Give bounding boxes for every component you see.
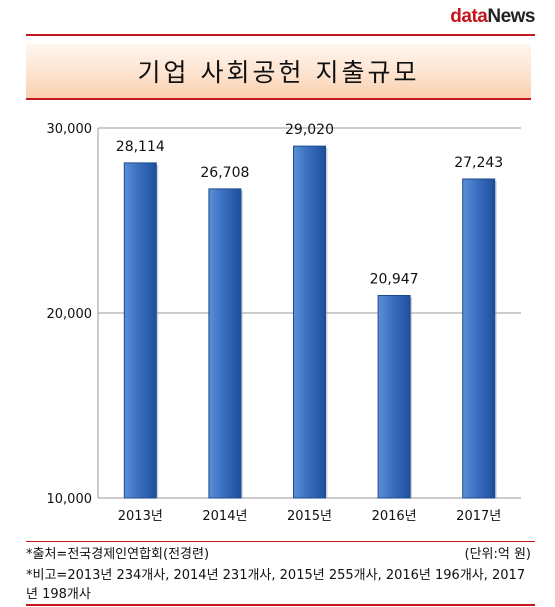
y-tick-label: 30,000 (47, 122, 93, 137)
value-label: 28,114 (116, 139, 165, 155)
footer-divider (26, 541, 535, 542)
bar-2013년 (123, 162, 157, 499)
source-note: *출처=전국경제인연합회(전경련) (26, 547, 210, 562)
bar-2015년 (293, 145, 326, 499)
x-axis-ticks: 2013년 2014년 2015년 2016년 2017년 (118, 509, 501, 524)
y-tick-label: 20,000 (47, 307, 93, 322)
datanews-logo: dataNews (450, 6, 535, 27)
value-label: 29,020 (285, 122, 334, 138)
y-axis-ticks: 10,000 20,000 30,000 (47, 122, 93, 507)
x-tick-label: 2016년 (372, 509, 417, 524)
value-labels: 28,114 26,708 29,020 20,947 27,243 (116, 122, 503, 287)
bar-2016년 (377, 294, 411, 499)
x-tick-label: 2014년 (202, 509, 247, 524)
top-divider (26, 34, 535, 36)
footer-source-row: *출처=전국경제인연합회(전경련) (단위:억 원) (26, 545, 531, 564)
bar-2014년 (208, 188, 242, 499)
remark-note: *비고=2013년 234개사, 2014년 231개사, 2015년 255개… (26, 568, 526, 602)
x-tick-label: 2013년 (118, 509, 163, 524)
y-tick-label: 10,000 (47, 492, 93, 507)
unit-note: (단위:억 원) (464, 547, 532, 562)
value-label: 27,243 (454, 155, 503, 171)
value-label: 26,708 (200, 165, 249, 181)
x-tick-label: 2017년 (456, 509, 501, 524)
value-label: 20,947 (370, 271, 419, 287)
title-banner: 기업 사회공헌 지출규모 (26, 44, 531, 100)
x-tick-label: 2015년 (287, 509, 332, 524)
bar-2017년 (462, 178, 496, 499)
bottom-divider (26, 604, 535, 606)
bar-chart: 10,000 20,000 30,000 28,114 26,708 29,020 20,… (47, 122, 521, 524)
chart-title: 기업 사회공헌 지출규모 (137, 58, 420, 87)
bars (123, 145, 497, 499)
